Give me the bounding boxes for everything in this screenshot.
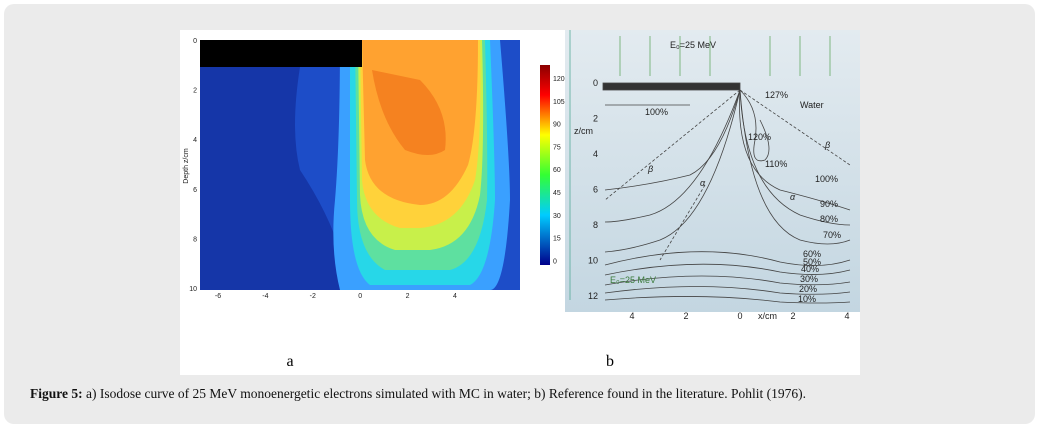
x-tick-label: 4 <box>844 311 849 321</box>
greek-label: β <box>647 164 653 174</box>
y-tick-label: 8 <box>193 236 197 243</box>
greek-label: α <box>790 192 796 202</box>
x-tick-label: -2 <box>310 293 316 300</box>
isodose-label: 40% <box>801 264 819 274</box>
colorbar-tick-label: 15 <box>553 236 561 243</box>
colorbar-tick-label: 45 <box>553 190 561 197</box>
panel-label: b <box>606 353 614 370</box>
isodose-label: 90% <box>820 199 838 209</box>
colorbar-tick-label: 120 <box>553 76 565 83</box>
greek-label: β <box>824 140 830 150</box>
y-tick-label: 10 <box>588 256 598 266</box>
isodose-label: 100% <box>815 174 838 184</box>
y-tick-label: 2 <box>593 114 598 124</box>
isodose-label: 20% <box>799 284 817 294</box>
y-tick-label: 0 <box>593 78 598 88</box>
beam-label: E₀=25 MeV <box>670 40 716 50</box>
greek-label: α <box>700 178 706 188</box>
y-tick-label: 12 <box>588 291 598 301</box>
y-tick-label: 6 <box>593 185 598 195</box>
x-tick-label: 0 <box>358 293 362 300</box>
caption: Figure 5: a) Isodose curve of 25 MeV mon… <box>30 386 806 402</box>
isodose-label: 70% <box>823 230 841 240</box>
isodose-label: 120% <box>748 132 771 142</box>
isodose-label: 80% <box>820 214 838 224</box>
x-tick-label: 0 <box>737 311 742 321</box>
y-tick-label: 8 <box>593 220 598 230</box>
colorbar-tick-label: 60 <box>553 167 561 174</box>
axis-label: Depth z/cm <box>183 148 190 184</box>
y-tick-label: 4 <box>593 149 598 159</box>
colorbar-tick-label: 0 <box>553 258 557 265</box>
isodose-label: 50% <box>803 257 821 267</box>
x-tick-label: 4 <box>453 293 457 300</box>
caption-label: Figure 5: <box>30 386 83 401</box>
axis-label: z/cm <box>574 126 593 136</box>
y-tick-label: 6 <box>193 187 197 194</box>
x-tick-label: 4 <box>629 311 634 321</box>
isodose-label: 30% <box>800 274 818 284</box>
x-tick-label: -4 <box>262 293 268 300</box>
y-tick-label: 4 <box>193 137 197 144</box>
caption-text: a) Isodose curve of 25 MeV monoenergetic… <box>82 386 807 401</box>
x-tick-label: -6 <box>215 293 221 300</box>
y-tick-label: 0 <box>193 38 197 45</box>
isodose-label: 10% <box>798 294 816 304</box>
axis-label: x/cm <box>758 311 777 321</box>
isodose-label: 60% <box>803 249 821 259</box>
colorbar-tick-label: 90 <box>553 122 561 129</box>
energy-label: E₀=25 MeV <box>610 275 656 285</box>
isodose-label: 110% <box>765 159 787 169</box>
panel-a-plot <box>200 40 550 290</box>
panel-label: a <box>286 353 293 370</box>
medium-label: Water <box>800 100 824 110</box>
panel-b-plot <box>565 30 860 312</box>
x-tick-label: 2 <box>683 311 688 321</box>
isodose-label: 100% <box>645 107 668 117</box>
x-tick-label: 2 <box>790 311 795 321</box>
colorbar-tick-label: 105 <box>553 99 565 106</box>
isodose-label: 127% <box>765 90 788 100</box>
colorbar-tick-label: 30 <box>553 213 561 220</box>
colorbar-tick-label: 75 <box>553 144 561 151</box>
y-tick-label: 10 <box>189 286 197 293</box>
x-tick-label: 2 <box>406 293 410 300</box>
y-tick-label: 2 <box>193 88 197 95</box>
